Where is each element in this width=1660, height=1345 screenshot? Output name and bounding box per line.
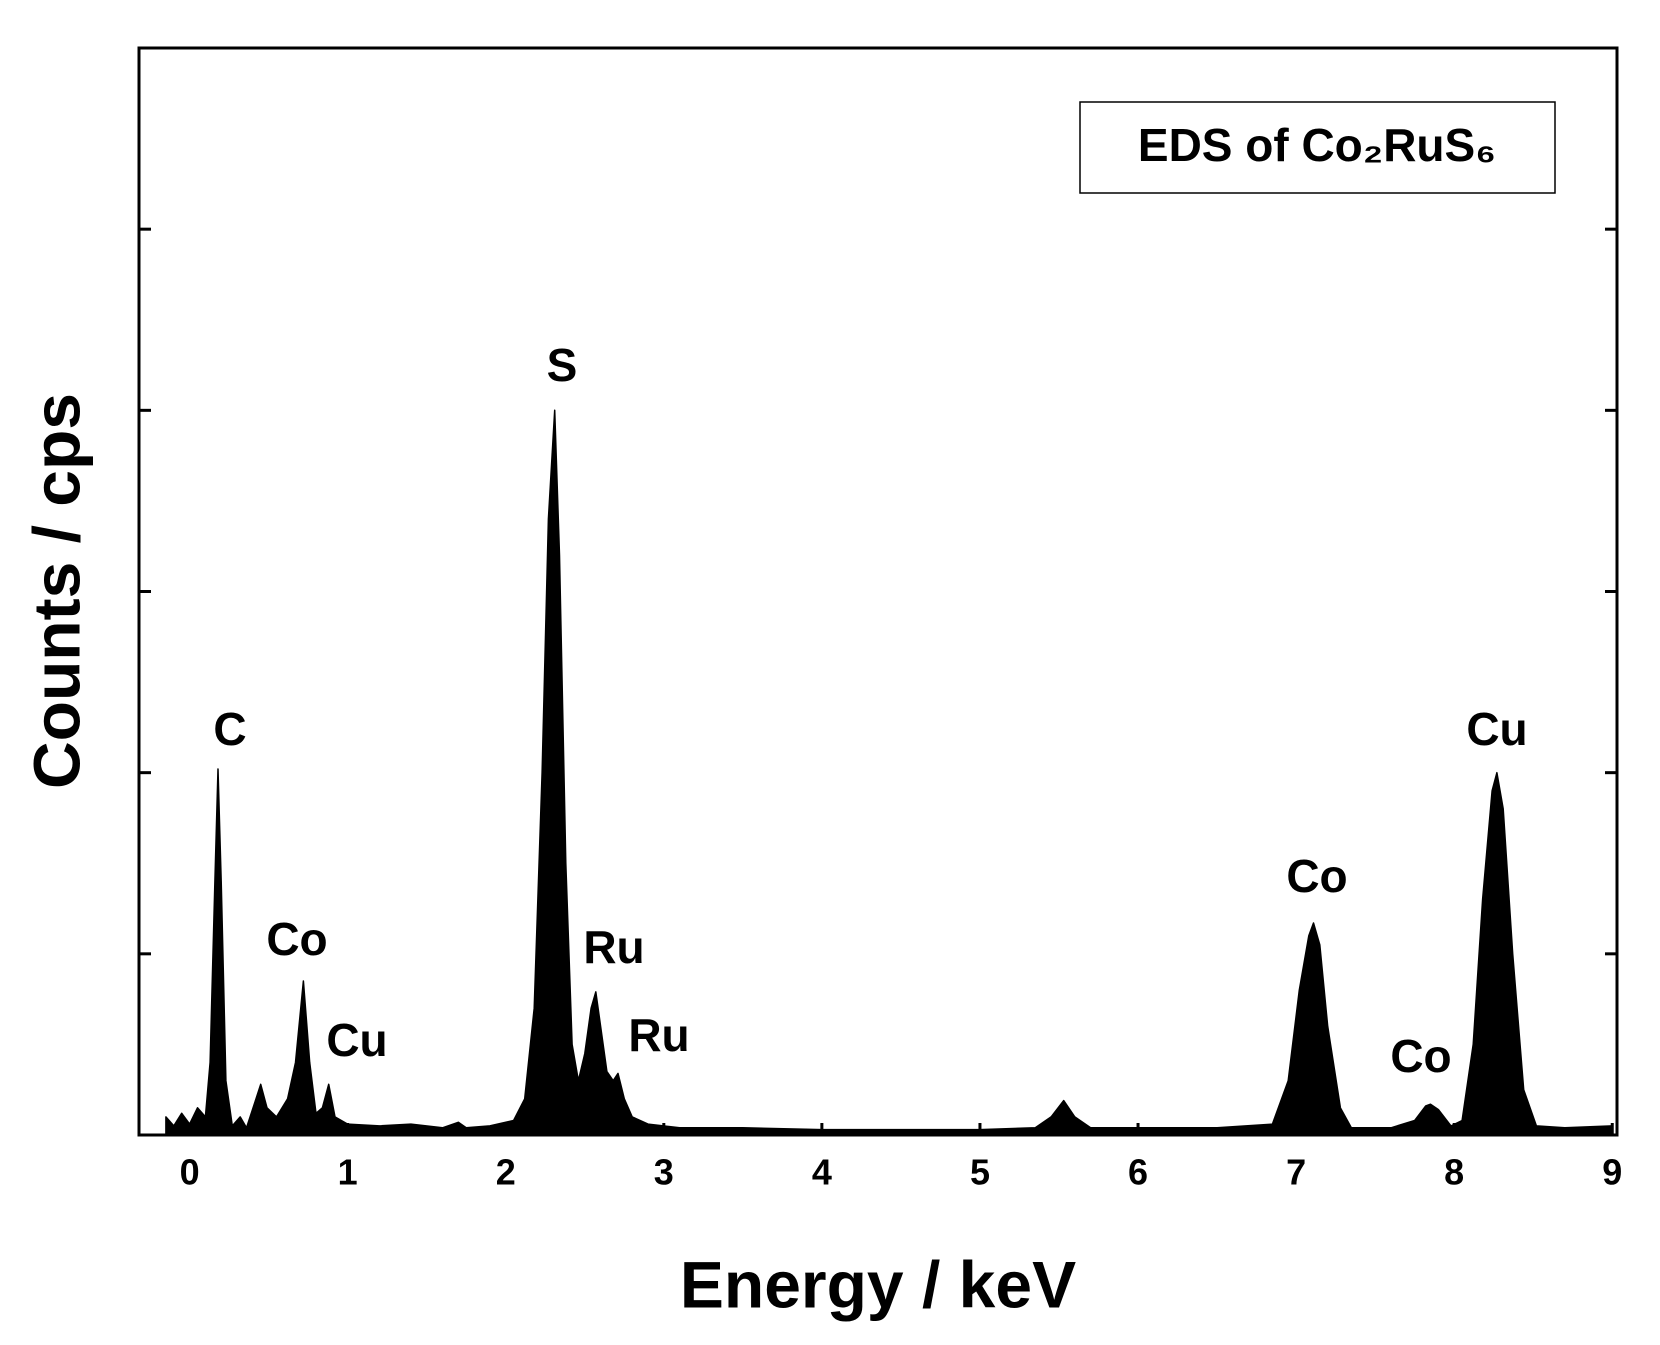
legend-box: [1079, 101, 1556, 194]
x-tick-label: 0: [180, 1152, 200, 1193]
x-tick-label: 1: [338, 1152, 358, 1193]
legend-title: EDS of Co₂RuS₆: [1138, 119, 1496, 171]
peak-label: Cu: [326, 1014, 387, 1066]
peak-label: Ru: [583, 921, 644, 973]
peak-label: Cu: [1466, 703, 1527, 755]
peak-label: Ru: [628, 1009, 689, 1061]
peak-label: Co: [1286, 850, 1347, 902]
x-tick-label: 2: [496, 1152, 516, 1193]
x-tick-label: 6: [1128, 1152, 1148, 1193]
x-tick-label: 8: [1444, 1152, 1464, 1193]
x-tick-label: 3: [654, 1152, 674, 1193]
peak-label: Co: [1390, 1030, 1451, 1082]
x-tick-label: 4: [812, 1152, 832, 1193]
x-tick-label: 5: [970, 1152, 990, 1193]
x-axis-label: Energy / keV: [680, 1247, 1076, 1321]
peak-label: Co: [266, 913, 327, 965]
x-tick-label: 7: [1286, 1152, 1306, 1193]
plot-frame: [137, 46, 1619, 1137]
y-axis-label: Counts / cps: [19, 393, 93, 789]
peak-label: C: [213, 703, 246, 755]
peak-label: S: [547, 339, 578, 391]
x-tick-label: 9: [1602, 1152, 1622, 1193]
spectrum-area: [165, 409, 1614, 1136]
